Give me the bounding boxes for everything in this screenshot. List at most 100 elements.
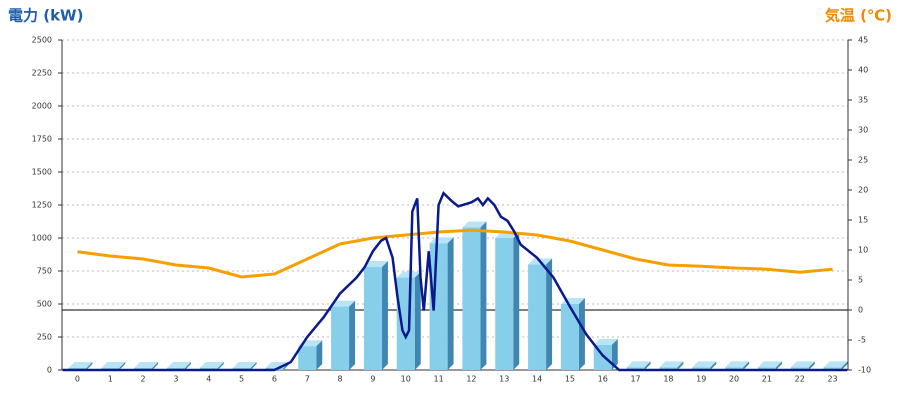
bar-top [331,300,356,307]
x-tick-label: 5 [239,375,244,384]
bar-side [217,362,224,370]
bar-top [101,362,126,369]
left-axis-title: 電力 (kW) [8,7,83,25]
bar-front [659,367,678,370]
x-tick-label: 15 [565,375,575,384]
bar-top [68,362,93,369]
bar-top [166,362,191,369]
x-tick-label: 10 [401,375,411,384]
bar-front [560,304,579,370]
x-tick-label: 18 [663,375,673,384]
bar-top [199,362,224,369]
bar-top [363,261,388,268]
bar-top [462,221,487,228]
bar-side [644,361,651,370]
y-tick-label: 2500 [32,36,52,45]
bar-side [86,362,93,370]
x-tick-label: 6 [272,375,277,384]
bar [692,361,717,370]
y2-tick-label: 45 [858,36,868,45]
bar [757,361,782,370]
y2-tick-label: 20 [858,186,868,195]
bar-side [841,361,848,370]
y2-tick-label: 40 [858,66,868,75]
bar-front [823,367,842,370]
y-tick-label: 1750 [32,135,52,144]
x-tick-label: 9 [370,375,375,384]
x-tick-label: 8 [338,375,343,384]
x-tick-label: 12 [466,375,476,384]
x-tick-label: 2 [141,375,146,384]
bar-side [184,362,191,370]
y2-tick-label: 15 [858,216,868,225]
temperature-line [77,228,833,279]
y-tick-label: 250 [37,333,52,342]
bar-top [823,361,848,368]
power-line [62,190,848,372]
bar-top [626,361,651,368]
y2-tick-label: -10 [858,366,871,375]
bar [725,361,750,370]
bar-side [546,258,553,370]
bar-top [757,361,782,368]
y-tick-label: 1000 [32,234,52,243]
bar-side [808,361,815,370]
bar-top [593,338,618,345]
bar-side [611,338,618,370]
x-tick-label: 20 [729,375,739,384]
bar [659,361,684,370]
y-tick-label: 2000 [32,102,52,111]
x-tick-label: 23 [827,375,837,384]
bar-top [692,361,717,368]
x-tick-label: 17 [630,375,640,384]
bar-side [743,361,750,370]
x-tick-label: 22 [795,375,805,384]
bar-side [513,232,520,370]
y2-tick-label: -5 [858,336,866,345]
bar-side [480,221,487,370]
bar-side [152,362,159,370]
x-tick-label: 4 [206,375,211,384]
y2-tick-label: 35 [858,96,868,105]
y-tick-label: 500 [37,300,52,309]
x-tick-label: 3 [173,375,178,384]
bar-top [659,361,684,368]
x-tick-label: 1 [108,375,113,384]
bar-front [298,346,317,370]
bar-top [134,362,159,369]
bar-side [710,361,717,370]
y-tick-label: 0 [47,366,52,375]
y2-tick-label: 25 [858,156,868,165]
bar [462,221,487,370]
x-tick-label: 19 [696,375,706,384]
bar-front [495,238,514,370]
y2-tick-label: 30 [858,126,868,135]
bar-side [250,362,257,370]
bar [528,258,553,370]
bar-side [349,300,356,370]
y2-tick-label: 5 [858,276,863,285]
x-tick-label: 0 [75,375,80,384]
y2-tick-label: 10 [858,246,868,255]
bar-top [725,361,750,368]
bar-side [578,298,585,370]
y-tick-label: 750 [37,267,52,276]
bar-side [677,361,684,370]
bar [331,300,356,370]
x-tick-label: 14 [532,375,542,384]
x-tick-label: 7 [305,375,310,384]
bar-top [396,271,421,278]
x-tick-label: 16 [598,375,608,384]
bar-side [381,261,388,370]
bar-front [331,306,350,370]
x-tick-label: 21 [762,375,772,384]
bar-top [790,361,815,368]
bar-top [429,237,454,244]
bar-front [725,367,744,370]
bar-side [119,362,126,370]
bar-front [757,367,776,370]
bar [823,361,848,370]
bar [790,361,815,370]
x-tick-label: 11 [433,375,443,384]
